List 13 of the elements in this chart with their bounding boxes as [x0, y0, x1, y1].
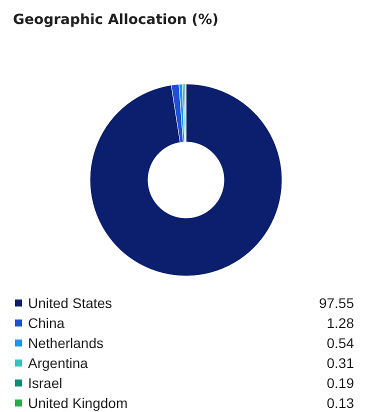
legend-label: United States: [28, 295, 112, 311]
data-label: 0.31: [326, 355, 354, 371]
legend-label: United Kingdom: [28, 395, 128, 411]
legend-label: China: [28, 315, 65, 331]
legend-label: Argentina: [28, 355, 88, 371]
data-label: 0.19: [326, 375, 354, 391]
data-label: 0.54: [326, 335, 354, 351]
chart-title: Geographic Allocation (%): [13, 12, 219, 28]
legend-label: Israel: [28, 375, 62, 391]
data-label: 1.28: [326, 315, 354, 331]
data-label: 97.55: [318, 295, 354, 311]
legend-label: Netherlands: [28, 335, 104, 351]
data-label: 0.13: [326, 395, 354, 411]
